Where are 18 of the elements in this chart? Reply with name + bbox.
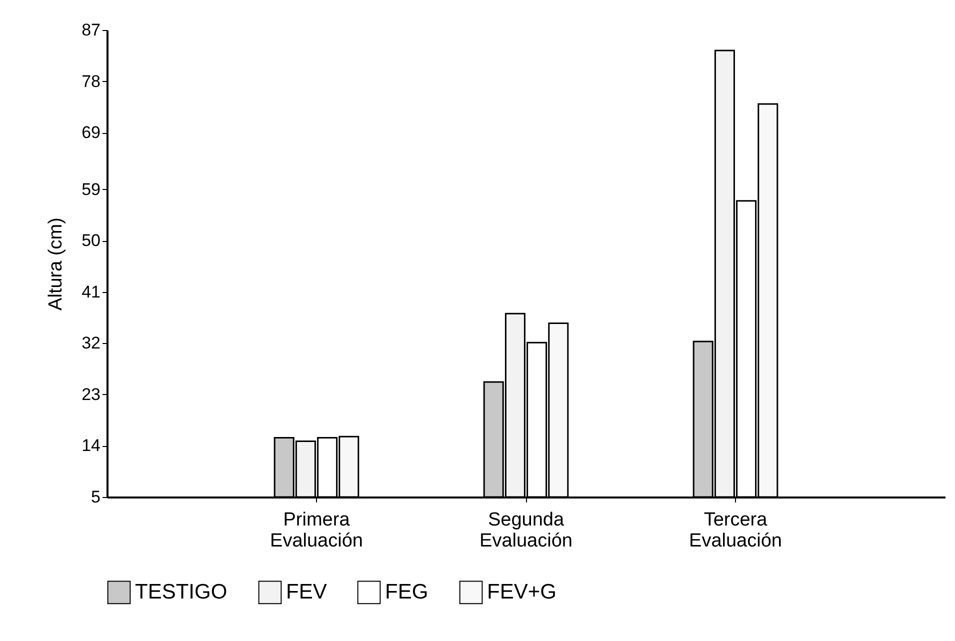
y-tick-label: 69 <box>82 123 100 142</box>
y-tick-label: 23 <box>82 384 100 404</box>
x-tick-label: Segunda Evaluación <box>480 510 572 552</box>
y-tick-label: 41 <box>82 282 100 302</box>
y-tick-label: 14 <box>82 436 100 456</box>
y-tick-label: 87 <box>82 20 100 40</box>
x-tick-label: Tercera Evaluación <box>689 510 782 552</box>
y-tick-label: 50 <box>82 231 100 250</box>
y-tick-label: 5 <box>91 488 100 506</box>
x-tick-label: Primera Evaluación <box>270 510 363 552</box>
legend-label: FEV <box>286 580 327 604</box>
y-tick-label: 59 <box>82 180 100 199</box>
y-tick-label: 32 <box>82 334 100 353</box>
legend-label: TESTIGO <box>135 580 228 604</box>
legend-label: FEG <box>385 580 428 604</box>
legend-label: FEV+G <box>487 580 556 604</box>
y-axis-title: Altura (cm) <box>46 218 67 310</box>
y-tick-label: 78 <box>82 72 100 91</box>
